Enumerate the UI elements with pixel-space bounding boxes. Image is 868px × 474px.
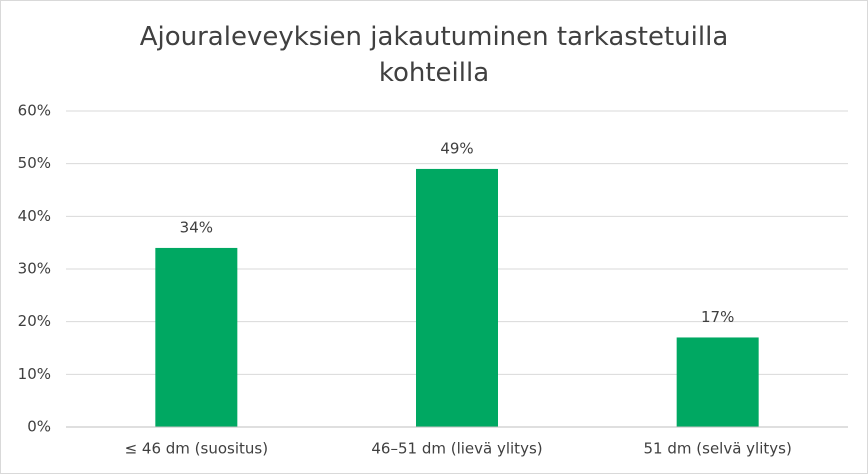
bar <box>416 168 498 427</box>
bar <box>155 247 238 427</box>
y-tick-label: 40% <box>18 207 51 225</box>
y-tick-label: 50% <box>18 154 51 172</box>
chart-title: Ajouraleveyksien jakautuminen tarkastetu… <box>139 22 729 88</box>
value-label: 34% <box>180 218 213 236</box>
y-tick-label: 0% <box>27 418 51 436</box>
value-label: 17% <box>701 308 734 326</box>
x-tick-label: 51 dm (selvä ylitys) <box>644 440 792 458</box>
y-tick-label: 10% <box>18 365 51 383</box>
y-tick-label: 20% <box>18 312 51 330</box>
value-label: 49% <box>440 139 473 157</box>
x-tick-label: 46–51 dm (lievä ylitys) <box>371 440 542 458</box>
x-tick-label: ≤ 46 dm (suositus) <box>125 440 268 458</box>
y-tick-label: 30% <box>18 260 51 278</box>
bar <box>676 337 759 427</box>
y-tick-label: 60% <box>18 102 51 120</box>
